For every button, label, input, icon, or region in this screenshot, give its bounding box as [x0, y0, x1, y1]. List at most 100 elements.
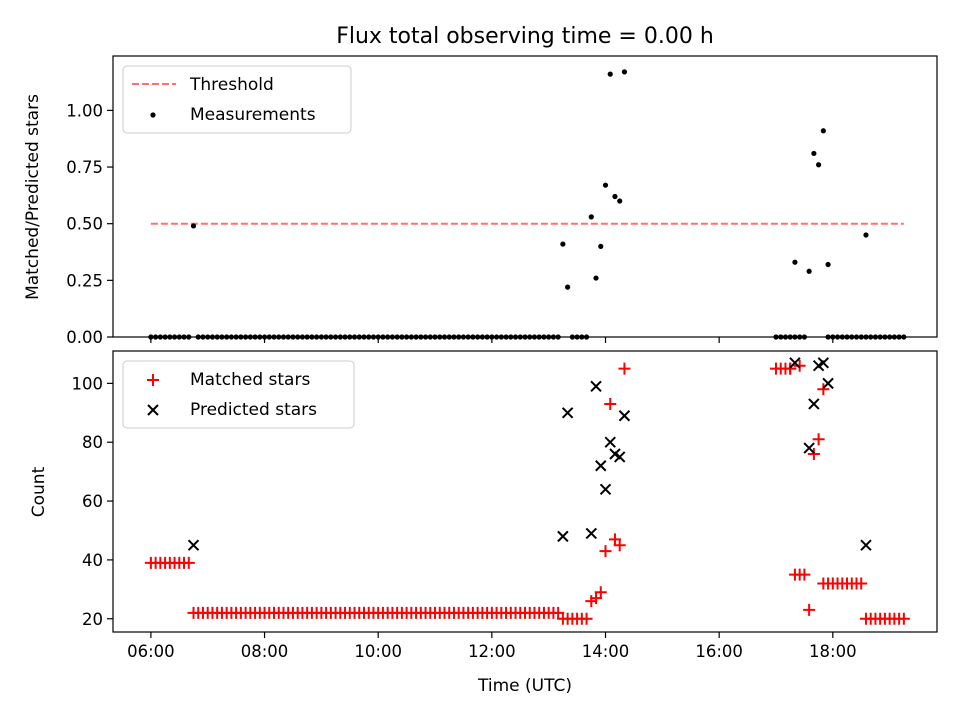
measurement-point: [446, 334, 452, 340]
measurement-point: [579, 334, 585, 340]
measurement-point: [228, 334, 234, 340]
measurement-point: [493, 334, 500, 340]
measurement-point: [451, 334, 457, 340]
measurement-point: [186, 334, 192, 340]
measurement-point: [887, 334, 893, 340]
matched-star-point: [793, 359, 806, 372]
measurement-point: [546, 334, 552, 340]
top-legend: Threshold Measurements: [122, 65, 352, 134]
predicted-star-point: [803, 442, 815, 454]
matched-star-point: [604, 397, 617, 410]
measurement-point: [318, 334, 324, 340]
measurement-point: [787, 334, 793, 340]
measurement-point: [536, 334, 542, 340]
measurement-point: [820, 128, 826, 134]
x-axis-label: Time (UTC): [477, 676, 572, 696]
measurement-point: [385, 334, 391, 340]
measurement-point: [602, 182, 609, 188]
predicted-star-point: [557, 530, 569, 543]
measurement-point: [565, 284, 571, 290]
measurement-point: [825, 334, 831, 340]
measurement-point: [337, 334, 343, 340]
top-y-tick-label: 0.25: [66, 271, 103, 290]
measurement-point: [399, 334, 405, 340]
predicted-star-point: [604, 436, 616, 448]
predicted-star-point: [187, 539, 200, 551]
measurement-point: [531, 334, 538, 340]
measurement-point: [849, 334, 855, 340]
predicted-star-point: [614, 451, 626, 463]
predicted-star-point: [808, 398, 820, 410]
measurement-point: [816, 162, 822, 168]
measurement-point: [162, 334, 168, 340]
matched-star-point: [784, 362, 797, 375]
measurement-point: [607, 71, 613, 77]
measurement-point: [588, 214, 594, 220]
bottom-y-axis-label: Count: [29, 466, 49, 517]
matched-star-point: [807, 447, 820, 460]
measurement-point: [617, 198, 623, 204]
measurement-point: [314, 334, 320, 340]
measurement-point: [276, 334, 282, 340]
measurement-point: [522, 334, 528, 340]
bottom-y-tick-label: 100: [72, 374, 104, 393]
matched-star-point: [855, 577, 868, 590]
matched-star-point: [580, 612, 593, 625]
matched-star-point: [594, 586, 607, 599]
top-y-tick-label: 0.50: [66, 215, 103, 234]
measurement-point: [441, 334, 448, 340]
matched-star-point: [812, 433, 825, 446]
measurement-point: [238, 334, 244, 340]
measurement-point: [153, 334, 159, 340]
bottom-panel-marks: [144, 357, 910, 625]
x-tick-label: 12:00: [468, 642, 516, 661]
measurement-point: [773, 334, 779, 340]
matched-star-point: [817, 383, 830, 396]
measurement-point: [484, 334, 490, 340]
matched-star-point: [798, 568, 811, 581]
measurement-point: [351, 334, 358, 340]
x-tick-label: 06:00: [127, 642, 175, 661]
measurement-point: [517, 334, 523, 340]
chart-title: Flux total observing time = 0.00 h: [336, 24, 714, 49]
measurement-point: [512, 334, 519, 340]
measurement-point: [621, 69, 628, 75]
threshold-legend-label: Threshold: [189, 75, 274, 95]
measurement-point: [252, 334, 258, 340]
measurement-point: [285, 334, 291, 340]
measurement-point: [569, 334, 575, 340]
matched-star-point: [613, 539, 626, 552]
predicted-legend-marker: [147, 404, 159, 416]
measurement-point: [560, 241, 566, 247]
measurement-point: [190, 223, 197, 229]
measurement-point: [801, 334, 808, 340]
measurement-point: [792, 334, 798, 340]
measurement-point: [214, 334, 220, 340]
measurement-point: [304, 334, 310, 340]
x-tick-label: 10:00: [354, 642, 402, 661]
measurement-point: [834, 334, 841, 340]
measurement-point: [418, 334, 424, 340]
top-y-tick-label: 1.00: [66, 101, 103, 120]
measurement-point: [404, 334, 410, 340]
measurement-point: [456, 334, 462, 340]
measurement-point: [181, 334, 187, 340]
top-panel-marks: [148, 69, 907, 340]
matched-star-point: [803, 603, 816, 616]
predicted-star-point: [618, 410, 631, 422]
x-tick-label: 08:00: [241, 642, 289, 661]
measurement-point: [309, 334, 315, 340]
predicted-star-point: [595, 460, 607, 472]
predicted-star-point: [590, 380, 602, 393]
measurement-point: [171, 334, 178, 340]
measurement-point: [475, 334, 481, 340]
predicted-star-point: [860, 539, 872, 551]
measurement-point: [593, 275, 599, 281]
top-y-ticks: 0.00 0.25 0.50 0.75 1.00: [66, 101, 113, 347]
measurement-point: [825, 261, 831, 268]
predicted-star-point: [561, 407, 574, 419]
measurement-point: [295, 334, 301, 340]
measurement-point: [323, 334, 329, 340]
bottom-legend-box: [122, 360, 355, 429]
measurement-point: [470, 334, 476, 340]
